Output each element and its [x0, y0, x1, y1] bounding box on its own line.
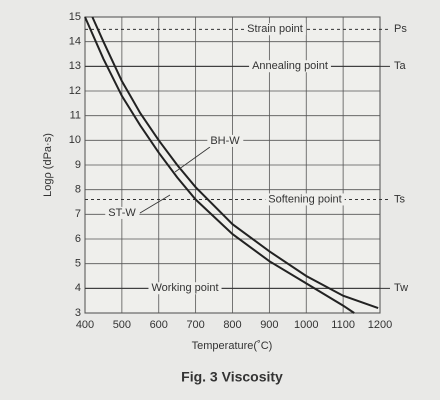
y-tick-label: 10 [69, 134, 81, 146]
reference-symbol: Ts [394, 193, 406, 205]
reference-label: Strain point [247, 23, 303, 35]
x-tick-label: 800 [223, 319, 241, 331]
reference-symbol: Tw [394, 282, 408, 294]
x-tick-label: 500 [113, 319, 131, 331]
y-tick-label: 14 [69, 36, 81, 48]
x-tick-label: 700 [186, 319, 204, 331]
x-tick-label: 900 [260, 319, 278, 331]
leader-line [139, 194, 171, 214]
reference-label: Annealing point [252, 60, 328, 72]
y-tick-label: 13 [69, 60, 81, 72]
caption: Fig. 3 Viscosity [181, 369, 283, 385]
reference-symbol: Ps [394, 23, 407, 35]
y-tick-label: 12 [69, 85, 81, 97]
series-label: BH-W [210, 135, 240, 147]
label-background [148, 282, 222, 295]
series-label: ST-W [108, 207, 136, 219]
y-tick-label: 4 [75, 282, 81, 294]
leader-line [174, 146, 211, 173]
y-tick-label: 7 [75, 208, 81, 220]
y-tick-label: 8 [75, 184, 81, 196]
y-tick-label: 9 [75, 159, 81, 171]
y-tick-label: 11 [70, 110, 81, 122]
line-series [84, 16, 355, 314]
reference-label: Working point [151, 282, 218, 294]
label-background [244, 23, 306, 36]
reference-symbol: Ta [394, 60, 407, 72]
x-axis-label: Temperature(˚C) [192, 340, 273, 352]
x-tick-label: 1000 [294, 319, 318, 331]
label-background [265, 193, 345, 206]
y-tick-label: 15 [69, 11, 81, 23]
label-background [105, 206, 140, 219]
x-tick-label: 600 [150, 319, 168, 331]
label-background [249, 60, 331, 73]
y-tick-label: 3 [75, 307, 81, 319]
y-tick-label: 5 [75, 258, 81, 270]
y-tick-label: 6 [75, 233, 81, 245]
line-series [91, 16, 379, 310]
x-tick-label: 400 [76, 319, 94, 331]
y-axis-label: Logρ (dPa·s) [42, 133, 54, 197]
reference-label: Softening point [268, 193, 341, 205]
label-background [207, 134, 244, 147]
x-tick-label: 1200 [368, 319, 392, 331]
x-tick-label: 1100 [331, 319, 355, 331]
